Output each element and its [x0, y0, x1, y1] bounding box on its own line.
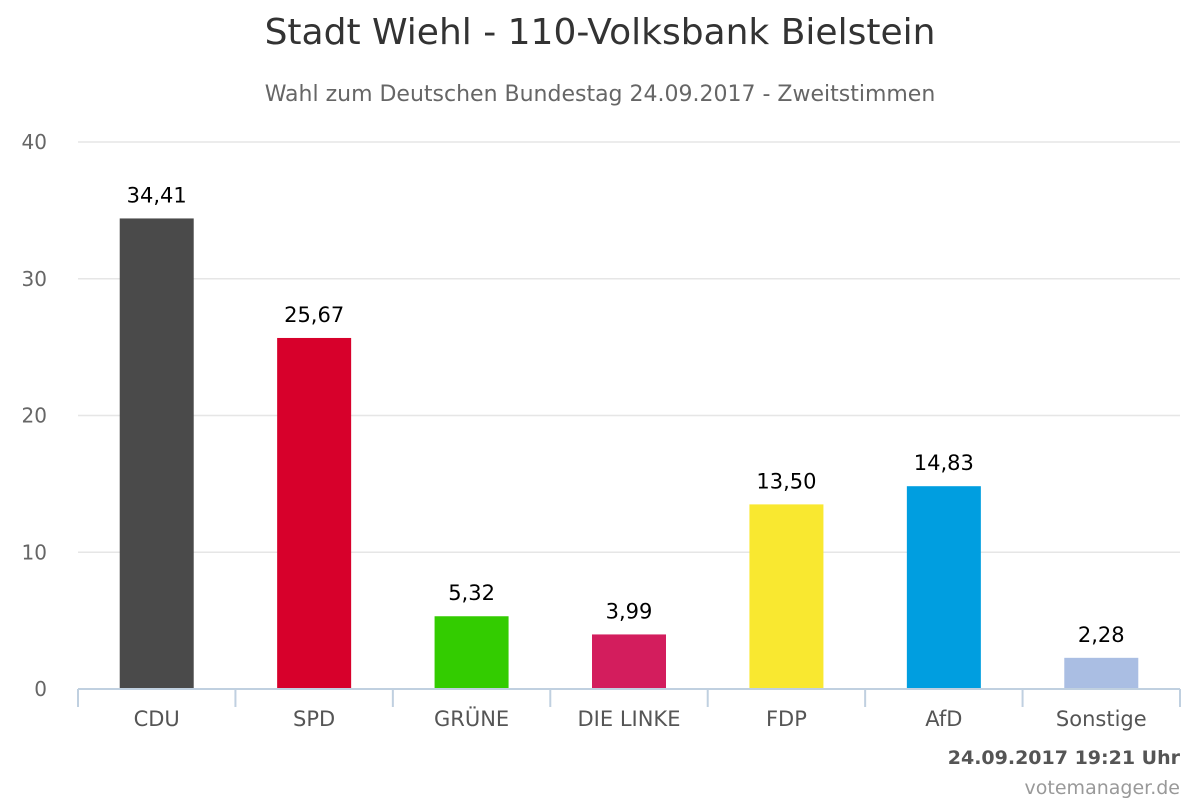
data-label: 25,67 [284, 303, 344, 327]
credits-link[interactable]: votemanager.de [1024, 777, 1180, 799]
y-tick-label: 10 [22, 540, 47, 564]
bar-grüne[interactable] [434, 616, 509, 689]
x-tick-label: CDU [134, 707, 180, 731]
chart-title: Stadt Wiehl - 110-Volksbank Bielstein [264, 12, 936, 53]
bar-cdu[interactable] [119, 218, 194, 690]
x-tick-label: FDP [766, 707, 807, 731]
y-tick-label: 40 [22, 130, 47, 154]
bar-afd[interactable] [906, 486, 981, 689]
x-axis-tick-labels: CDU SPD GRÜNE DIE LINKE FDP AfD Sonstige [134, 706, 1147, 731]
x-axis [77, 688, 1181, 707]
y-tick-label: 20 [22, 404, 47, 428]
bar-die-linke[interactable] [592, 634, 666, 689]
bars [119, 218, 1139, 690]
y-tick-label: 0 [34, 677, 47, 701]
data-label: 2,28 [1078, 623, 1125, 647]
x-tick-label: GRÜNE [434, 706, 509, 731]
data-label: 34,41 [127, 183, 187, 207]
chart-subtitle: Wahl zum Deutschen Bundestag 24.09.2017 … [264, 82, 936, 107]
y-tick-label: 30 [22, 267, 47, 291]
timestamp: 24.09.2017 19:21 Uhr [947, 747, 1180, 769]
data-label: 5,32 [448, 581, 495, 605]
bar-fdp[interactable] [749, 504, 824, 689]
bar-sonstige[interactable] [1064, 657, 1139, 689]
data-label: 13,50 [756, 469, 816, 493]
data-label: 3,99 [606, 599, 653, 623]
x-tick-label: DIE LINKE [578, 707, 681, 731]
x-tick-label: SPD [293, 707, 335, 731]
x-tick-label: AfD [925, 707, 962, 731]
grid-lines [78, 141, 1180, 553]
y-axis-tick-labels: 0 10 20 30 40 [22, 130, 47, 701]
x-tick-label: Sonstige [1056, 707, 1147, 731]
bar-spd[interactable] [277, 337, 352, 689]
data-labels: 34,41 25,67 5,32 3,99 13,50 14,83 2,28 [127, 183, 1125, 646]
data-label: 14,83 [914, 451, 974, 475]
